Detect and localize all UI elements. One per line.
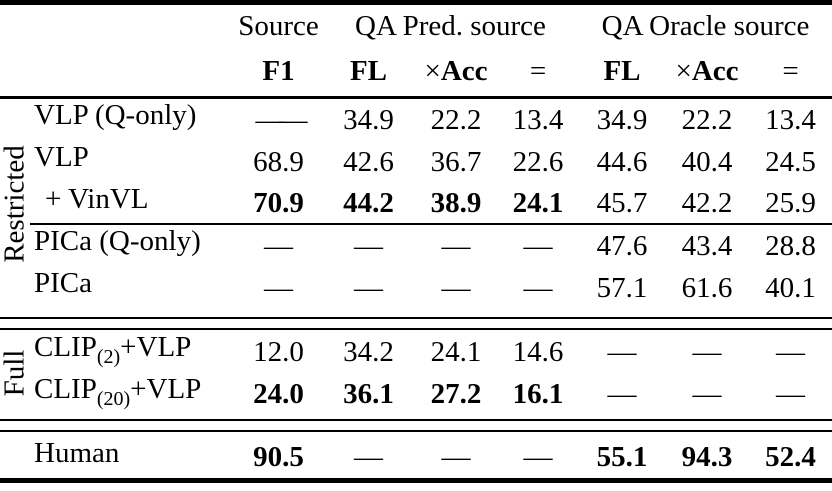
row-label: CLIP (20) +VLP bbox=[34, 373, 202, 410]
metric-cell: — bbox=[607, 335, 637, 368]
metric-cell: — bbox=[692, 335, 722, 368]
metric-cell: 24.1 bbox=[497, 183, 579, 225]
rule-bottom bbox=[0, 478, 832, 483]
metric-cell: 24.1 bbox=[430, 335, 482, 368]
subscript: (2) bbox=[96, 346, 121, 368]
metric-cell: — bbox=[354, 271, 383, 304]
metric-cell: — bbox=[441, 441, 471, 473]
header-col-xacc-oracle: × Acc bbox=[665, 47, 749, 96]
acc-label: Acc bbox=[440, 55, 488, 87]
rule-top bbox=[0, 0, 832, 5]
metric-cell: — bbox=[607, 377, 637, 410]
metric-cell: 38.9 bbox=[415, 183, 497, 225]
metric-cell: 70.9 bbox=[235, 183, 322, 225]
metric-cell: 36.1 bbox=[343, 377, 394, 410]
metric-cell: 44.6 bbox=[596, 145, 648, 178]
metric-cell: — bbox=[692, 377, 722, 410]
header-blank bbox=[0, 47, 235, 96]
metric-cell: 44.2 bbox=[322, 183, 415, 225]
metric-cell: — bbox=[354, 229, 383, 262]
metric-cell: 34.9 bbox=[596, 103, 648, 136]
metric-cell: —— bbox=[255, 103, 308, 136]
metric-cell: 25.9 bbox=[749, 183, 832, 225]
header-col-eq-pred: = bbox=[529, 55, 547, 87]
metric-cell: 22.2 bbox=[681, 103, 733, 136]
header-group-qa-pred-source: QA Pred. source bbox=[355, 9, 546, 42]
header-col-fl-pred: FL bbox=[349, 55, 388, 87]
metric-cell: 34.9 bbox=[343, 103, 394, 136]
metric-cell: 42.6 bbox=[343, 145, 394, 178]
metric-cell: 24.0 bbox=[253, 377, 304, 410]
header-col-f1: F1 bbox=[262, 55, 295, 87]
metric-cell: 13.4 bbox=[512, 103, 564, 136]
metric-cell: 16.1 bbox=[512, 377, 564, 410]
metric-cell: 27.2 bbox=[430, 377, 482, 410]
metric-cell: 57.1 bbox=[596, 271, 648, 304]
metric-cell: 12.0 bbox=[253, 335, 304, 368]
metric-cell: 34.2 bbox=[343, 335, 394, 368]
metric-cell: — bbox=[441, 229, 471, 262]
metric-cell: 14.6 bbox=[512, 335, 564, 368]
times-sign: × bbox=[675, 55, 692, 87]
metric-cell: 36.7 bbox=[430, 145, 482, 178]
metric-cell: — bbox=[776, 335, 805, 368]
metric-cell: — bbox=[264, 229, 293, 262]
rule-header bbox=[0, 96, 832, 99]
header-group-source: Source bbox=[238, 9, 319, 42]
row-label: VLP bbox=[34, 141, 89, 173]
section-label-full: Full bbox=[0, 331, 31, 415]
metric-cell: 13.4 bbox=[765, 103, 816, 136]
header-col-fl-oracle: FL bbox=[603, 55, 641, 87]
row-label: VLP (Q-only) bbox=[34, 99, 197, 131]
metric-cell: — bbox=[523, 441, 553, 473]
metric-cell: 90.5 bbox=[253, 441, 304, 473]
metric-cell: 22.6 bbox=[512, 145, 564, 178]
metric-cell: 52.4 bbox=[765, 441, 816, 473]
section-label-restricted-text: Restricted bbox=[0, 145, 31, 263]
header-col-xacc-pred: × Acc bbox=[415, 47, 497, 96]
metric-cell: — bbox=[776, 377, 805, 410]
metric-cell: 61.6 bbox=[681, 271, 733, 304]
double-rule-divider bbox=[0, 415, 832, 437]
metric-cell: — bbox=[264, 271, 293, 304]
header-col-eq-oracle: = bbox=[782, 55, 799, 87]
row-label: CLIP (2) +VLP bbox=[34, 331, 192, 368]
row-label: Human bbox=[34, 437, 120, 469]
metric-cell: — bbox=[523, 271, 553, 304]
double-rule-divider bbox=[0, 309, 832, 331]
acc-label: Acc bbox=[691, 55, 739, 87]
metric-cell: — bbox=[523, 229, 553, 262]
metric-cell: 28.8 bbox=[765, 229, 816, 262]
header-blank bbox=[0, 5, 235, 47]
section-label-restricted: Restricted bbox=[0, 99, 31, 309]
metric-cell: 94.3 bbox=[681, 441, 733, 473]
metric-cell: 40.4 bbox=[681, 145, 733, 178]
metric-cell: 47.6 bbox=[596, 229, 648, 262]
times-sign: × bbox=[424, 55, 441, 87]
metric-cell: 40.1 bbox=[765, 271, 816, 304]
metric-cell: 42.2 bbox=[665, 183, 749, 225]
metric-cell: — bbox=[441, 271, 471, 304]
row-label: PICa bbox=[34, 267, 92, 299]
metric-cell: 22.2 bbox=[430, 103, 482, 136]
metric-cell: — bbox=[354, 441, 383, 473]
metric-cell: 55.1 bbox=[596, 441, 648, 473]
metric-cell: 24.5 bbox=[765, 145, 816, 178]
row-label: PICa (Q-only) bbox=[34, 225, 201, 257]
subscript: (20) bbox=[96, 388, 131, 410]
metric-cell: 68.9 bbox=[253, 145, 304, 178]
section-label-full-text: Full bbox=[0, 349, 31, 397]
metric-cell: 45.7 bbox=[579, 183, 665, 225]
metric-cell: 43.4 bbox=[681, 229, 733, 262]
row-label: + VinVL bbox=[30, 183, 235, 225]
header-group-qa-oracle-source: QA Oracle source bbox=[601, 9, 810, 42]
